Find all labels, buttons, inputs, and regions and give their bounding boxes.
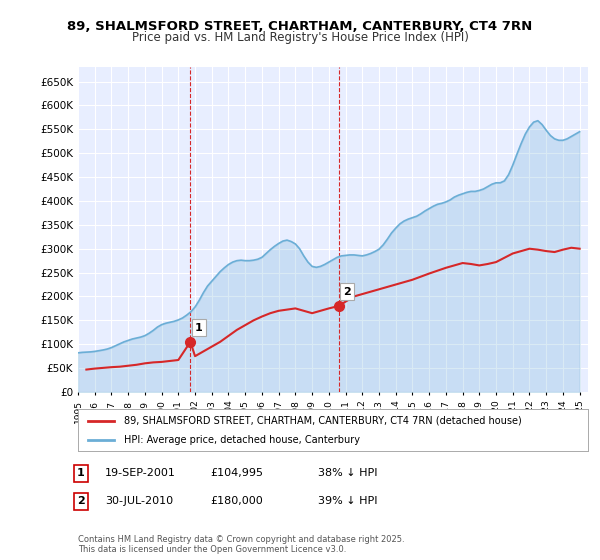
Text: HPI: Average price, detached house, Canterbury: HPI: Average price, detached house, Cant… — [124, 435, 360, 445]
Text: £180,000: £180,000 — [210, 496, 263, 506]
Text: 89, SHALMSFORD STREET, CHARTHAM, CANTERBURY, CT4 7RN (detached house): 89, SHALMSFORD STREET, CHARTHAM, CANTERB… — [124, 416, 521, 426]
Text: 1: 1 — [77, 468, 85, 478]
Text: Price paid vs. HM Land Registry's House Price Index (HPI): Price paid vs. HM Land Registry's House … — [131, 31, 469, 44]
Text: 39% ↓ HPI: 39% ↓ HPI — [318, 496, 377, 506]
Text: 2: 2 — [343, 287, 351, 297]
Text: 38% ↓ HPI: 38% ↓ HPI — [318, 468, 377, 478]
Text: 1: 1 — [195, 323, 203, 333]
Text: 30-JUL-2010: 30-JUL-2010 — [105, 496, 173, 506]
Text: 89, SHALMSFORD STREET, CHARTHAM, CANTERBURY, CT4 7RN: 89, SHALMSFORD STREET, CHARTHAM, CANTERB… — [67, 20, 533, 32]
Text: £104,995: £104,995 — [210, 468, 263, 478]
Text: 19-SEP-2001: 19-SEP-2001 — [105, 468, 176, 478]
Text: Contains HM Land Registry data © Crown copyright and database right 2025.
This d: Contains HM Land Registry data © Crown c… — [78, 535, 404, 554]
Text: 2: 2 — [77, 496, 85, 506]
